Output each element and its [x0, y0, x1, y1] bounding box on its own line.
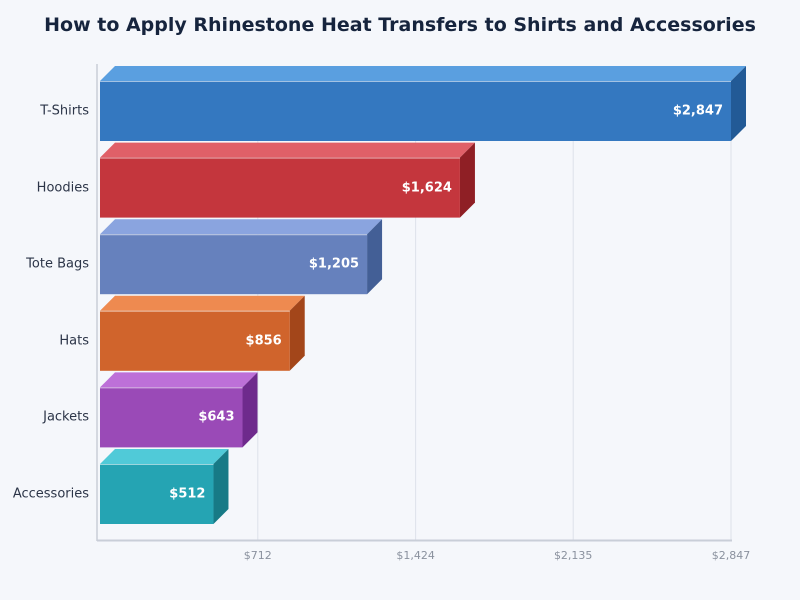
- chart-title: How to Apply Rhinestone Heat Transfers t…: [44, 14, 756, 36]
- bar-top-face: [100, 142, 475, 158]
- category-label: Hats: [59, 333, 89, 349]
- bar-side-face: [731, 66, 746, 141]
- bar-front-face: [100, 234, 368, 295]
- bar-top-face: [100, 449, 229, 464]
- value-label: $1,205: [308, 256, 360, 272]
- bar-top-face: [100, 219, 383, 235]
- bar-top-face: [100, 372, 258, 388]
- x-tick-label: $1,424: [396, 549, 435, 562]
- bar-top-face: [100, 66, 746, 81]
- x-tick-label: $2,135: [553, 549, 593, 562]
- value-label: $856: [245, 333, 282, 349]
- x-tick-label: $2,847: [711, 549, 751, 562]
- bar-front-face: [100, 310, 290, 371]
- bar-front-face: [100, 81, 731, 141]
- bar-side-face: [289, 295, 305, 371]
- category-label: Hoodies: [36, 180, 89, 196]
- bar-front-face: [100, 387, 243, 448]
- value-label: $2,847: [672, 103, 723, 119]
- value-label: $643: [198, 409, 235, 425]
- category-label: Jackets: [43, 409, 89, 425]
- value-label: $512: [169, 486, 206, 502]
- value-label: $1,624: [401, 180, 452, 196]
- bar-front-face: [100, 157, 460, 218]
- category-label: T-Shirts: [40, 103, 89, 119]
- x-tick-label: $712: [243, 549, 272, 562]
- category-label: Tote Bags: [26, 256, 89, 272]
- category-label: Accessories: [12, 486, 89, 502]
- bar-side-face: [242, 372, 258, 448]
- bar-front-face: [100, 464, 214, 524]
- bar-top-face: [100, 295, 305, 311]
- bar-side-face: [367, 219, 383, 295]
- bar-side-face: [459, 142, 475, 218]
- bar-side-face: [213, 449, 229, 524]
